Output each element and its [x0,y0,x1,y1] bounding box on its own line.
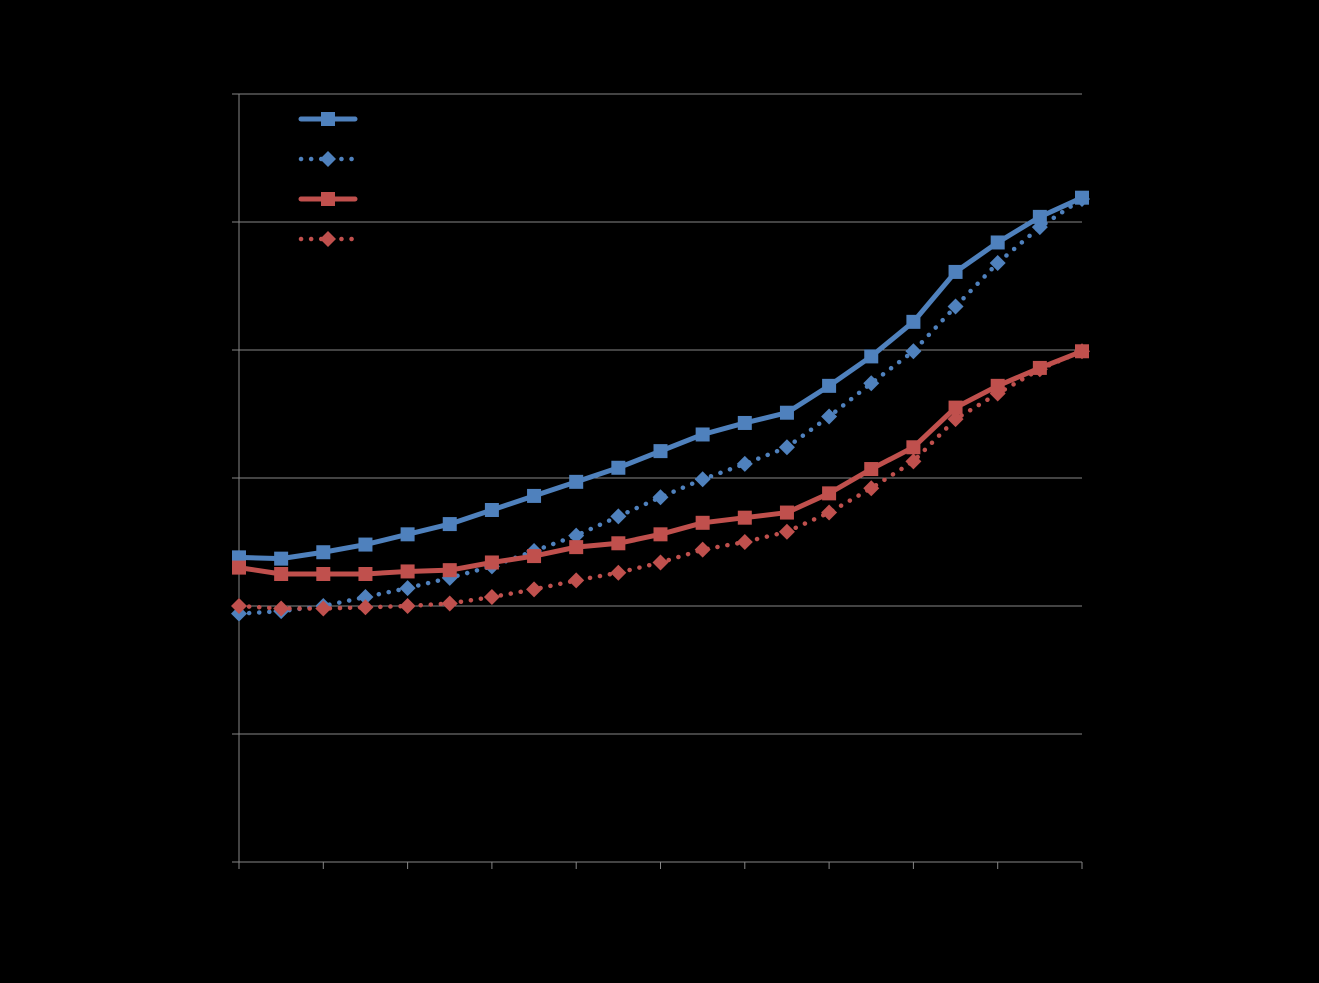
series-3-point [737,510,752,525]
legend-entry-2 [298,151,358,167]
series-4-point [1074,343,1090,360]
series-2-point [694,471,711,488]
series-3-point [358,567,373,581]
series-2-point [357,589,374,606]
legend-marker-4 [320,231,336,247]
series-2-line [236,196,1085,616]
series-4-point [694,541,711,558]
series-1-point [400,527,415,542]
series-4-point [821,504,838,521]
series-1-point [864,349,879,364]
series-1-point [569,474,584,489]
series-1-point [653,444,668,459]
series-3-point [864,462,879,477]
series-1-point [906,314,921,329]
series-3-point [779,505,794,520]
series-3-point [274,567,289,581]
series-4-point [315,600,332,617]
series-4-point [736,534,753,550]
series-1-point [737,415,752,430]
series-2-point [568,527,585,544]
series-4-point [863,480,880,497]
series-4-point [778,523,795,540]
series-4-point [273,600,290,617]
series-2-point [736,455,753,472]
series-2-point [905,343,922,360]
series-3-point [653,527,668,542]
series-4-point [610,564,627,581]
legend-entry-4 [298,231,358,247]
series-1 [232,190,1089,566]
legend [298,112,358,247]
series-1-point [527,488,542,503]
series-1-point [484,503,499,517]
series-1-point [316,545,331,560]
series-4-point [399,598,416,614]
series-1-point [358,537,373,552]
series-2-point [821,408,838,425]
series-1-point [1032,209,1047,224]
series-1-point [695,427,710,442]
series-3-point [442,563,457,578]
series-1-point [611,460,626,475]
legend-entry-1 [298,112,358,126]
series-1-point [990,235,1005,250]
series-3-point [906,440,921,455]
series-1-point [822,378,837,393]
series-1-point [948,264,963,279]
series-3-point [400,564,415,579]
series-4-point [357,599,374,616]
plot-area [231,190,1090,622]
series-2-point [1074,190,1090,207]
series-4-point [905,453,922,470]
series-2-point [610,508,627,525]
series-4-point [441,595,458,612]
series-2-point [399,580,416,597]
series-4-point [231,598,247,614]
series-3-point [822,486,837,501]
series-3-point [316,567,331,581]
legend-entry-3 [298,192,358,206]
series-1-point [274,551,289,566]
series-2-point [863,375,880,392]
series-2-point [778,439,795,456]
legend-marker-2 [320,151,336,167]
series-4-point [652,554,669,571]
legend-marker-3 [321,192,335,206]
series-3-point [527,549,542,564]
series-3-point [569,540,584,555]
series-4-point [989,385,1006,402]
series-2-point [947,298,964,315]
series-3-point [232,560,246,575]
series-4 [231,343,1090,617]
series-3-point [611,536,626,551]
legend-marker-1 [321,112,335,126]
series-3-point [695,515,710,530]
series-3-point [948,400,963,415]
series-1-point [779,405,794,420]
series-4-point [526,581,543,598]
series-2-point [989,254,1006,271]
series-4-point [1031,361,1048,378]
series-4-point [947,411,964,428]
series-1-point [442,517,457,532]
series-4-point [483,589,500,606]
series-4-point [568,572,585,589]
series-2-point [652,489,669,506]
series-3-point [484,555,499,570]
axes [232,93,1083,869]
series-2-point [1031,219,1048,236]
